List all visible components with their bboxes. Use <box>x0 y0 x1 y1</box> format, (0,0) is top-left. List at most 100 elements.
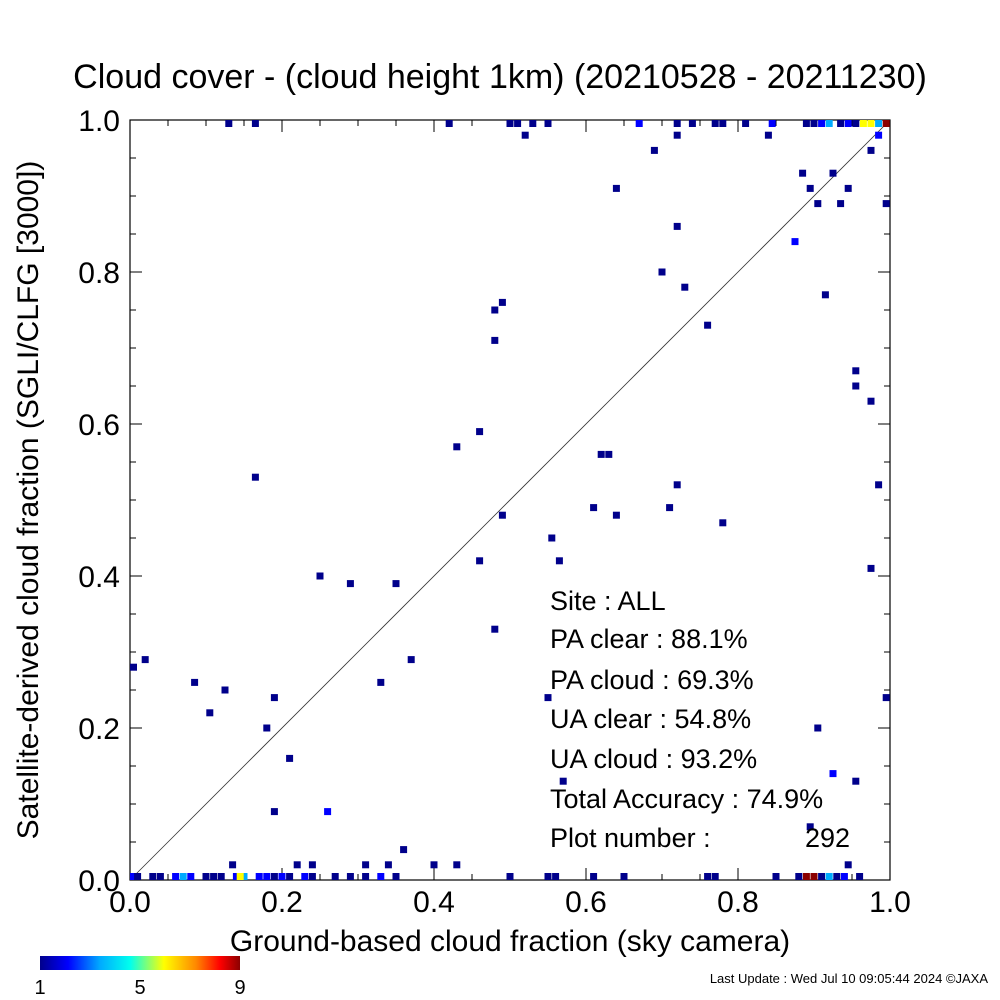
data-point <box>852 382 860 390</box>
data-point <box>544 873 552 880</box>
color-bar-max-label: 9 <box>234 977 245 999</box>
data-point <box>867 564 875 572</box>
data-point <box>263 724 271 732</box>
data-point <box>346 873 354 880</box>
data-point <box>476 557 484 565</box>
data-point <box>875 120 883 127</box>
y-tick-label: 0.6 <box>78 409 120 442</box>
data-point <box>544 694 552 702</box>
data-point <box>882 200 890 208</box>
data-point <box>149 873 157 880</box>
data-point <box>768 120 776 127</box>
y-tick-label: 1.0 <box>78 105 120 138</box>
data-point <box>852 367 860 375</box>
chart-title: Cloud cover - (cloud height 1km) (202105… <box>73 58 927 96</box>
stat-plot-number-value: 292 <box>805 823 850 853</box>
data-point <box>529 120 537 127</box>
data-point <box>590 504 598 512</box>
data-point <box>362 873 370 880</box>
y-tick-label: 0.2 <box>78 713 120 746</box>
data-point <box>491 306 499 314</box>
data-point <box>867 146 875 154</box>
data-point <box>544 120 552 127</box>
data-point <box>650 146 658 154</box>
data-point <box>673 120 681 127</box>
data-point <box>612 511 620 519</box>
data-point <box>810 120 818 127</box>
data-point <box>704 321 712 329</box>
data-point <box>856 873 864 880</box>
data-point <box>445 120 453 127</box>
data-point <box>286 754 294 762</box>
data-point <box>301 873 309 880</box>
data-point <box>844 120 852 127</box>
data-point <box>179 873 187 880</box>
data-point <box>806 823 814 831</box>
data-point <box>612 184 620 192</box>
y-axis-label: Satellite-derived cloud fraction (SGLI/C… <box>12 161 45 840</box>
data-point <box>240 873 248 880</box>
data-point <box>293 861 301 869</box>
data-point <box>837 200 845 208</box>
data-point <box>400 846 408 854</box>
data-point <box>187 873 195 880</box>
data-point <box>882 694 890 702</box>
y-tick-label: 0.4 <box>78 561 120 594</box>
color-bar-gradient <box>40 956 240 970</box>
data-point <box>331 873 339 880</box>
data-point <box>806 184 814 192</box>
data-point <box>251 473 259 481</box>
data-point <box>719 120 727 127</box>
data-point <box>430 861 438 869</box>
data-point <box>476 428 484 436</box>
data-point <box>795 873 803 880</box>
data-point <box>552 873 560 880</box>
data-point <box>202 873 210 880</box>
data-point <box>673 131 681 139</box>
stats-box: Site : ALL PA clear : 88.1% PA cloud : 6… <box>550 586 850 853</box>
data-point <box>818 120 826 127</box>
data-point <box>867 120 875 127</box>
data-point <box>286 873 294 880</box>
data-point <box>346 580 354 588</box>
data-point <box>206 709 214 717</box>
data-point <box>825 120 833 127</box>
x-axis-label: Ground-based cloud fraction (sky camera) <box>230 925 790 958</box>
data-point <box>384 861 392 869</box>
data-point <box>191 678 199 686</box>
data-point <box>742 120 750 127</box>
data-point <box>825 873 833 880</box>
data-point <box>217 873 225 880</box>
data-point <box>225 120 233 127</box>
data-point <box>844 861 852 869</box>
data-point <box>270 873 278 880</box>
data-point <box>590 873 598 880</box>
data-point <box>453 861 461 869</box>
data-point <box>840 873 848 880</box>
data-point <box>559 777 567 785</box>
data-point <box>172 873 180 880</box>
data-point <box>829 169 837 177</box>
stat-plot-number-label: Plot number : <box>550 823 711 853</box>
data-point <box>814 724 822 732</box>
data-point <box>688 120 696 127</box>
data-point <box>316 572 324 580</box>
data-point <box>221 686 229 694</box>
data-point <box>791 238 799 246</box>
data-point <box>506 120 514 127</box>
data-point <box>658 268 666 276</box>
data-point <box>810 873 818 880</box>
data-point <box>719 519 727 527</box>
data-point <box>308 873 316 880</box>
data-point <box>130 663 137 671</box>
data-point <box>498 298 506 306</box>
data-point <box>210 873 218 880</box>
x-tick-label: 0.8 <box>717 886 759 919</box>
data-point <box>635 120 643 127</box>
data-point <box>270 694 278 702</box>
data-point <box>852 777 860 785</box>
data-point <box>829 770 837 778</box>
data-point <box>251 120 259 127</box>
data-point <box>377 873 385 880</box>
